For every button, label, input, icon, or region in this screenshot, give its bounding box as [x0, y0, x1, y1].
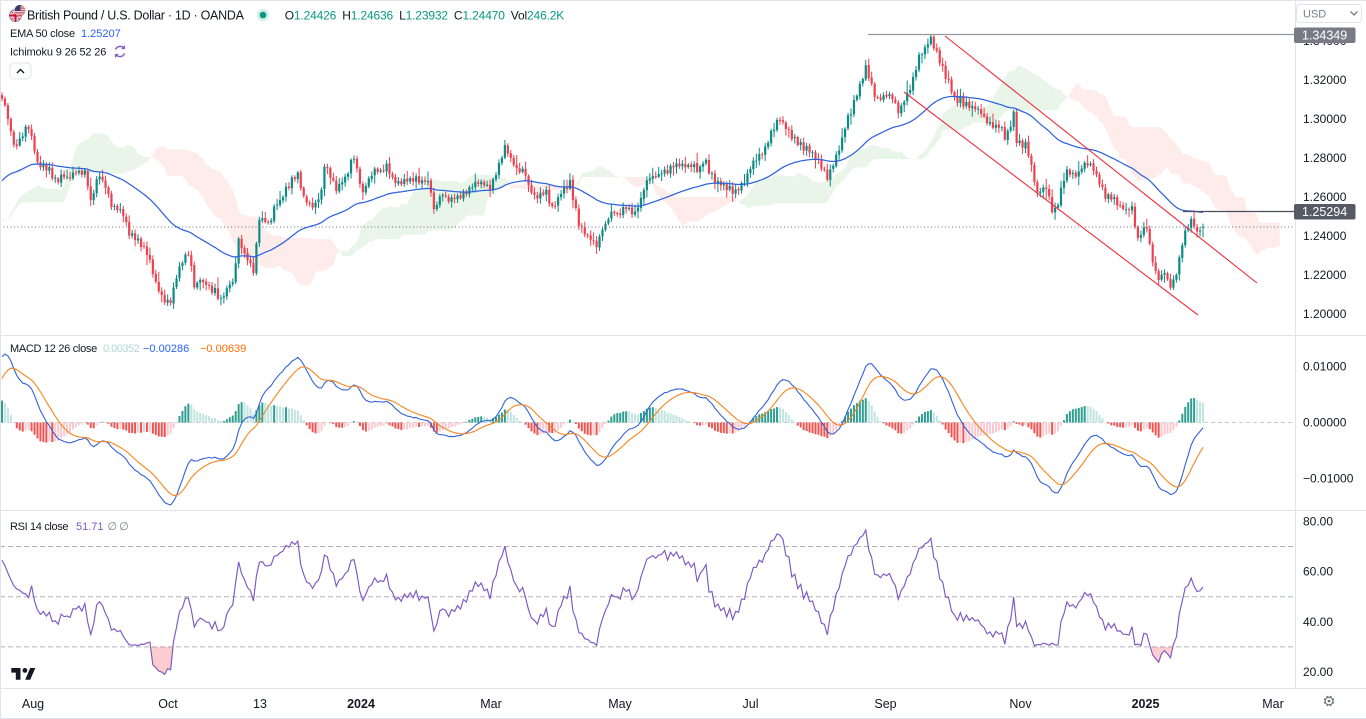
svg-text:Jul: Jul	[743, 697, 759, 711]
svg-text:0.00352: 0.00352	[103, 343, 140, 355]
svg-text:Mar: Mar	[480, 697, 502, 711]
svg-text:80.00: 80.00	[1303, 514, 1333, 528]
svg-text:1.30000: 1.30000	[1303, 112, 1347, 126]
svg-text:EMA 50 close: EMA 50 close	[10, 28, 75, 40]
svg-text:1.34349: 1.34349	[1302, 29, 1347, 43]
svg-text:1.22000: 1.22000	[1303, 268, 1347, 282]
svg-text:1.25294: 1.25294	[1302, 205, 1347, 219]
svg-text:RSI 14 close: RSI 14 close	[10, 521, 68, 533]
svg-text:0.01000: 0.01000	[1303, 360, 1347, 374]
svg-text:MACD 12 26 close: MACD 12 26 close	[10, 343, 97, 355]
svg-text:2025: 2025	[1132, 697, 1160, 711]
svg-text:−0.01000: −0.01000	[1303, 471, 1354, 485]
svg-text:40.00: 40.00	[1303, 615, 1333, 629]
svg-text:Ichimoku 9 26 52 26: Ichimoku 9 26 52 26	[10, 47, 106, 59]
svg-text:1.26000: 1.26000	[1303, 190, 1347, 204]
svg-text:Aug: Aug	[22, 697, 44, 711]
svg-text:1.20000: 1.20000	[1303, 307, 1347, 321]
svg-text:May: May	[608, 697, 632, 711]
svg-text:1.24000: 1.24000	[1303, 229, 1347, 243]
svg-text:−0.00286: −0.00286	[143, 343, 189, 355]
svg-text:USD: USD	[1303, 9, 1326, 21]
svg-text:0.00000: 0.00000	[1303, 416, 1347, 430]
svg-text:Oct: Oct	[158, 697, 178, 711]
svg-text:Mar: Mar	[1262, 697, 1284, 711]
svg-text:Sep: Sep	[874, 697, 896, 711]
svg-text:51.71: 51.71	[76, 521, 104, 533]
svg-text:British Pound / U.S. Dollar ·: British Pound / U.S. Dollar · 1D · OANDA	[27, 9, 245, 23]
svg-text:2024: 2024	[347, 697, 375, 711]
svg-text:13: 13	[253, 697, 267, 711]
svg-text:60.00: 60.00	[1303, 565, 1333, 579]
svg-text:1.32000: 1.32000	[1303, 73, 1347, 87]
svg-text:20.00: 20.00	[1303, 665, 1333, 679]
svg-text:∅ ∅: ∅ ∅	[108, 521, 129, 533]
svg-text:−0.00639: −0.00639	[200, 343, 246, 355]
svg-text:Nov: Nov	[1009, 697, 1032, 711]
svg-text:1.28000: 1.28000	[1303, 151, 1347, 165]
svg-text:1.25207: 1.25207	[81, 28, 121, 40]
